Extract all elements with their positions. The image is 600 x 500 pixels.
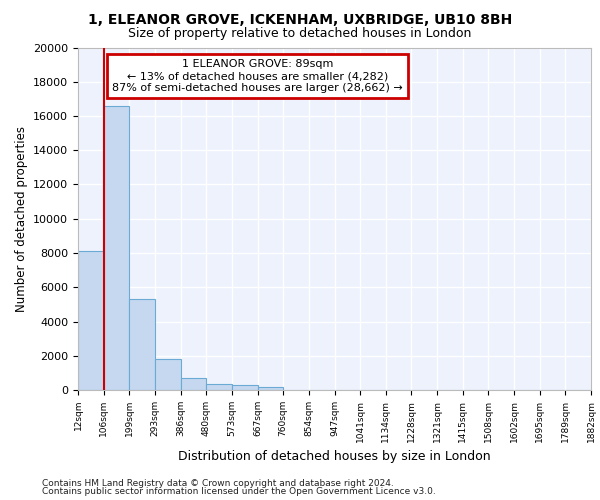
Bar	[155, 359, 181, 390]
Text: 1, ELEANOR GROVE, ICKENHAM, UXBRIDGE, UB10 8BH: 1, ELEANOR GROVE, ICKENHAM, UXBRIDGE, UB…	[88, 12, 512, 26]
Text: 1 ELEANOR GROVE: 89sqm
← 13% of detached houses are smaller (4,282)
87% of semi-: 1 ELEANOR GROVE: 89sqm ← 13% of detached…	[112, 60, 403, 92]
Text: Contains HM Land Registry data © Crown copyright and database right 2024.: Contains HM Land Registry data © Crown c…	[42, 478, 394, 488]
Y-axis label: Number of detached properties: Number of detached properties	[14, 126, 28, 312]
Bar	[104, 106, 130, 390]
Bar	[257, 386, 283, 390]
X-axis label: Distribution of detached houses by size in London: Distribution of detached houses by size …	[178, 450, 491, 463]
Bar	[181, 378, 206, 390]
Bar	[130, 299, 155, 390]
Bar	[78, 252, 104, 390]
Text: Contains public sector information licensed under the Open Government Licence v3: Contains public sector information licen…	[42, 487, 436, 496]
Bar	[232, 386, 257, 390]
Bar	[206, 384, 232, 390]
Text: Size of property relative to detached houses in London: Size of property relative to detached ho…	[128, 28, 472, 40]
